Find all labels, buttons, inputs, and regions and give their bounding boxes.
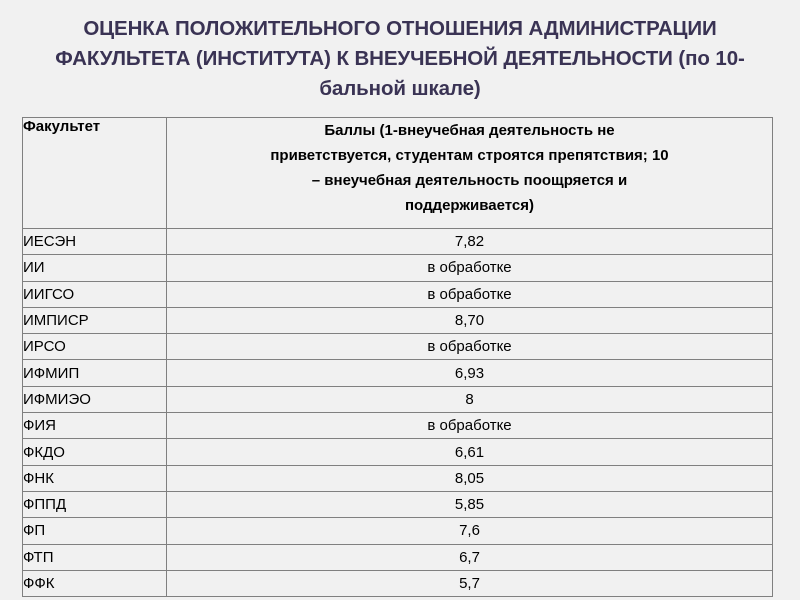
table-body: ИЕСЭН 7,82 ИИ в обработке ИИГСО в обработке ИМ… — [22, 227, 773, 598]
cell-score: в обработке — [166, 333, 773, 361]
table-row: ФНК 8,05 — [22, 464, 773, 492]
column-header-score-line-3: – внеучебная деятельность поощряется и — [311, 172, 628, 189]
table-row: ФКДО 6,61 — [22, 438, 773, 466]
table-row: ФТП 6,7 — [22, 543, 773, 571]
cell-faculty: ИМПИСР — [22, 306, 167, 335]
cell-score: 5,7 — [166, 569, 773, 598]
column-header-score-line-2: приветствуется, студентам строятся препя… — [270, 147, 669, 164]
cell-faculty: ФНК — [22, 464, 167, 492]
page-title-line-1: ОЦЕНКА ПОЛОЖИТЕЛЬНОГО ОТНОШЕНИЯ АДМИНИСТ… — [83, 17, 717, 40]
cell-score: в обработке — [166, 412, 773, 440]
cell-faculty: ФППД — [22, 490, 167, 519]
table-row: ИЕСЭН 7,82 — [22, 227, 773, 256]
cell-faculty: ИИ — [22, 254, 167, 282]
table-row: ИИГСО в обработке — [22, 280, 773, 308]
cell-score: 8,05 — [166, 464, 773, 492]
cell-faculty: ИИГСО — [22, 280, 167, 308]
table-row: ИМПИСР 8,70 — [22, 306, 773, 335]
cell-score: 7,82 — [166, 227, 773, 256]
table-row: ФП 7,6 — [22, 517, 773, 545]
cell-score: 6,93 — [166, 359, 773, 387]
column-header-score: Баллы (1-внеучебная деятельность не прив… — [166, 117, 773, 229]
cell-faculty: ФКДО — [22, 438, 167, 466]
cell-score: 8 — [166, 385, 773, 414]
cell-faculty: ФТП — [22, 543, 167, 571]
cell-score: в обработке — [166, 254, 773, 282]
table-header-row: Факультет Баллы (1-внеучебная деятельнос… — [22, 117, 773, 229]
cell-faculty: ФП — [22, 517, 167, 545]
cell-faculty: ФИЯ — [22, 412, 167, 440]
cell-faculty: ИЕСЭН — [22, 227, 167, 256]
table-row: ИФМИЭО 8 — [22, 385, 773, 414]
table-row: ФИЯ в обработке — [22, 412, 773, 440]
cell-score: 6,7 — [166, 543, 773, 571]
score-table: Факультет Баллы (1-внеучебная деятельнос… — [22, 117, 773, 598]
cell-faculty: ФФК — [22, 569, 167, 598]
page-title: ОЦЕНКА ПОЛОЖИТЕЛЬНОГО ОТНОШЕНИЯ АДМИНИСТ… — [0, 14, 800, 104]
cell-faculty: ИФМИЭО — [22, 385, 167, 414]
cell-faculty: ИФМИП — [22, 359, 167, 387]
score-table-container: Факультет Баллы (1-внеучебная деятельнос… — [22, 117, 773, 598]
cell-score: в обработке — [166, 280, 773, 308]
column-header-score-line-4: поддерживается) — [405, 197, 534, 214]
column-header-faculty: Факультет — [22, 117, 167, 229]
table-row: ФППД 5,85 — [22, 490, 773, 519]
cell-score: 6,61 — [166, 438, 773, 466]
cell-score: 5,85 — [166, 490, 773, 519]
cell-score: 7,6 — [166, 517, 773, 545]
table-header: Факультет Баллы (1-внеучебная деятельнос… — [22, 117, 773, 229]
table-row: ИРСО в обработке — [22, 333, 773, 361]
table-row: ИФМИП 6,93 — [22, 359, 773, 387]
cell-faculty: ИРСО — [22, 333, 167, 361]
table-row: ИИ в обработке — [22, 254, 773, 282]
page-title-line-2: ФАКУЛЬТЕТА (ИНСТИТУТА) К ВНЕУЧЕБНОЙ ДЕЯТ… — [55, 47, 745, 70]
table-row: ФФК 5,7 — [22, 569, 773, 598]
cell-score: 8,70 — [166, 306, 773, 335]
page-title-line-3: бальной шкале) — [319, 77, 481, 100]
column-header-score-line-1: Баллы (1-внеучебная деятельность не — [324, 122, 615, 139]
